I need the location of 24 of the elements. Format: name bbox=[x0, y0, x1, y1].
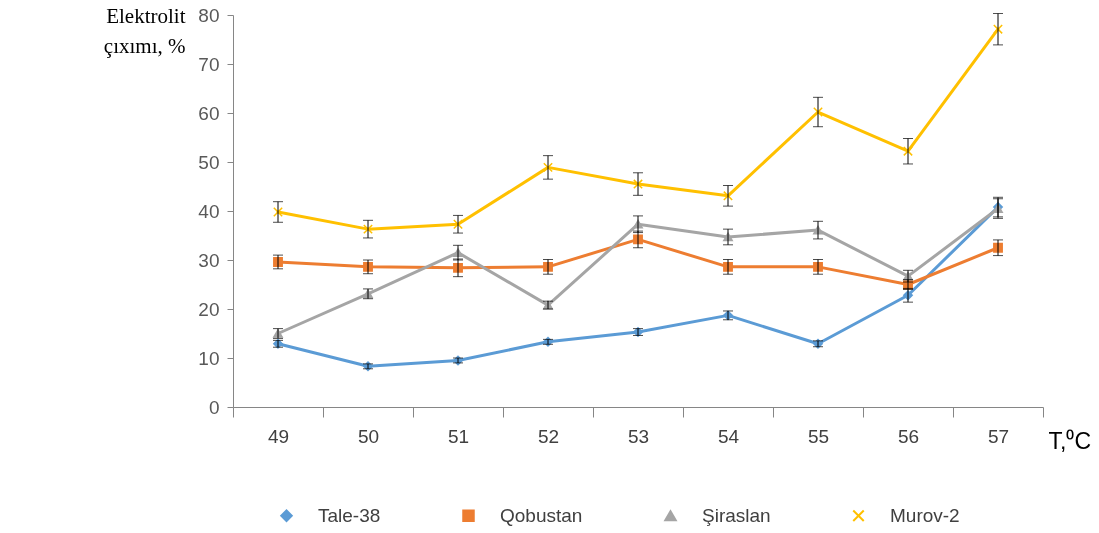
legend-label: Murov-2 bbox=[890, 504, 960, 526]
y-tick-label: 40 bbox=[198, 200, 220, 222]
x-tick-label: 49 bbox=[267, 425, 290, 447]
x-tick-label: 52 bbox=[537, 425, 560, 447]
x-tick-label: 54 bbox=[717, 425, 740, 447]
y-tick-label: 0 bbox=[208, 396, 220, 418]
legend-label: Tale-38 bbox=[318, 504, 381, 526]
x-tick-label: 50 bbox=[357, 425, 380, 447]
x-tick-label: 57 bbox=[987, 425, 1010, 447]
y-tick-label: 60 bbox=[198, 102, 220, 124]
legend-label: Qobustan bbox=[500, 504, 583, 526]
y-axis-title: Elektrolit çıxımı, % bbox=[103, 3, 186, 58]
y-tick-label: 30 bbox=[198, 249, 220, 271]
x-tick-label: 56 bbox=[897, 425, 920, 447]
legend-label: Şiraslan bbox=[702, 504, 771, 526]
y-tick-label: 10 bbox=[198, 347, 220, 369]
x-tick-label: 51 bbox=[447, 425, 470, 447]
y-tick-label: 20 bbox=[198, 298, 220, 320]
x-tick-label: 55 bbox=[807, 425, 830, 447]
y-tick-label: 50 bbox=[198, 151, 220, 173]
x-axis-title: T,⁰C bbox=[1048, 427, 1091, 454]
y-tick-label: 70 bbox=[198, 53, 220, 75]
x-tick-label: 53 bbox=[627, 425, 650, 447]
y-tick-label: 80 bbox=[198, 4, 220, 26]
